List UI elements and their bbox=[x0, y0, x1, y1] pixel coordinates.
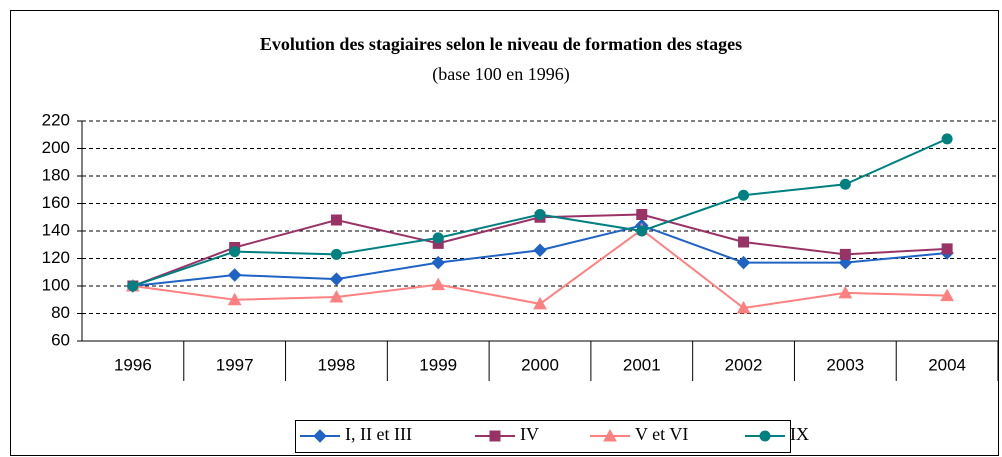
x-tick-label: 1996 bbox=[114, 355, 152, 374]
point bbox=[838, 285, 853, 299]
legend-label: IV bbox=[520, 424, 539, 444]
x-tick-label: 1997 bbox=[216, 355, 254, 374]
point bbox=[603, 428, 617, 442]
point bbox=[759, 430, 771, 442]
point bbox=[229, 246, 241, 258]
point bbox=[431, 277, 446, 291]
y-tick-label: 220 bbox=[42, 110, 70, 129]
x-tick-label: 2003 bbox=[826, 355, 864, 374]
legend-label: V et VI bbox=[635, 424, 688, 444]
point bbox=[432, 232, 444, 244]
point bbox=[941, 133, 953, 145]
y-tick-label: 160 bbox=[42, 193, 70, 212]
point bbox=[534, 209, 546, 220]
chart-frame bbox=[10, 10, 999, 456]
y-tick-label: 80 bbox=[51, 303, 70, 322]
point bbox=[329, 289, 344, 303]
point bbox=[738, 236, 750, 248]
point bbox=[313, 429, 327, 443]
point bbox=[736, 255, 751, 270]
point bbox=[127, 280, 139, 292]
point bbox=[489, 430, 501, 442]
point bbox=[330, 214, 342, 226]
point bbox=[227, 292, 242, 306]
point bbox=[636, 225, 648, 237]
legend-box bbox=[295, 420, 791, 453]
x-tick-label: 2004 bbox=[928, 355, 966, 374]
point bbox=[533, 296, 547, 310]
point bbox=[738, 189, 750, 201]
point bbox=[940, 288, 954, 302]
point bbox=[330, 248, 342, 260]
point bbox=[839, 178, 851, 190]
point bbox=[227, 268, 242, 282]
x-tick-label: 2001 bbox=[623, 355, 661, 374]
point bbox=[736, 300, 751, 314]
legend-label: I, II et III bbox=[345, 424, 412, 444]
point bbox=[533, 243, 547, 257]
chart-subtitle: (base 100 en 1996) bbox=[432, 64, 569, 85]
y-tick-label: 180 bbox=[42, 165, 70, 184]
chart-title: Evolution des stagiaires selon le niveau… bbox=[260, 34, 742, 54]
x-tick-label: 1999 bbox=[419, 355, 457, 374]
y-tick-label: 140 bbox=[42, 220, 70, 239]
point bbox=[839, 248, 851, 260]
y-tick-label: 200 bbox=[42, 138, 70, 157]
point bbox=[431, 255, 445, 270]
x-tick-label: 2002 bbox=[725, 355, 763, 374]
legend-label: IX bbox=[790, 424, 809, 444]
x-tick-label: 2000 bbox=[521, 355, 559, 374]
y-tick-label: 120 bbox=[42, 248, 70, 267]
point bbox=[636, 209, 648, 220]
point bbox=[329, 272, 344, 286]
y-tick-label: 60 bbox=[51, 330, 70, 349]
point bbox=[941, 243, 953, 255]
y-tick-label: 100 bbox=[42, 275, 70, 294]
x-tick-label: 1998 bbox=[318, 355, 356, 374]
